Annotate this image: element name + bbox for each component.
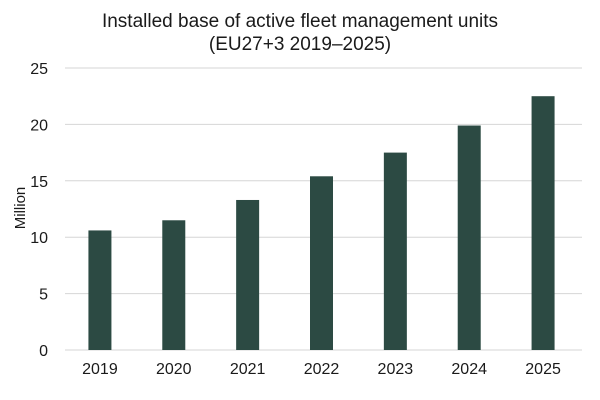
chart-subtitle: (EU27+3 2019–2025): [208, 34, 392, 55]
x-tick-label-2025: 2025: [525, 361, 561, 378]
x-tick-label-2024: 2024: [451, 361, 487, 378]
y-tick-label-15: 15: [30, 174, 48, 191]
bar-2019: [88, 230, 112, 350]
y-tick-label-5: 5: [39, 287, 48, 304]
bars: [88, 96, 555, 350]
y-axis-label: Million: [12, 187, 29, 230]
x-tick-label-2021: 2021: [230, 361, 266, 378]
x-axis-ticks: 2019 2020 2021 2022 2023 2024 2025: [82, 361, 561, 378]
bar-2025: [531, 96, 555, 350]
y-tick-label-10: 10: [30, 230, 48, 247]
x-tick-label-2023: 2023: [378, 361, 414, 378]
bar-2023: [383, 152, 407, 350]
chart-title: Installed base of active fleet managemen…: [101, 11, 499, 32]
bar-2021: [236, 199, 260, 350]
y-tick-label-0: 0: [39, 343, 48, 360]
y-tick-label-20: 20: [30, 117, 48, 134]
x-tick-label-2022: 2022: [304, 361, 340, 378]
bar-2020: [162, 220, 186, 350]
bar-2024: [457, 125, 481, 350]
x-tick-label-2019: 2019: [82, 361, 118, 378]
x-tick-label-2020: 2020: [156, 361, 192, 378]
bar-2022: [310, 176, 333, 350]
y-axis-ticks: 0 5 10 15 20 25: [30, 61, 48, 360]
y-tick-label-25: 25: [30, 61, 48, 78]
